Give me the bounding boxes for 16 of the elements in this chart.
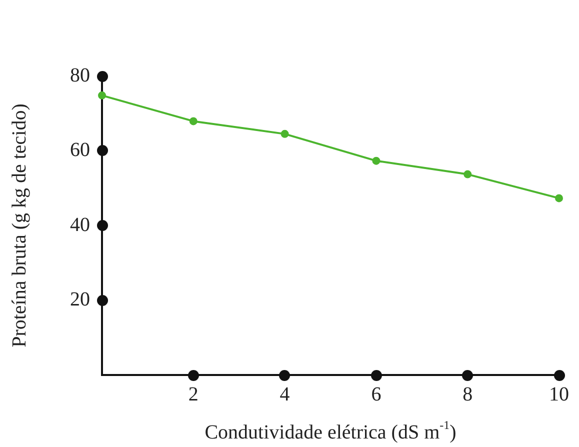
y-tick-label: 20 (70, 288, 90, 310)
x-tick-label: 8 (462, 383, 473, 406)
y-tick-label: 80 (70, 64, 90, 86)
y-axis-title: Proteína bruta (g kg de tecido) (8, 104, 30, 348)
point (189, 117, 198, 126)
y-tick-label: 60 (70, 139, 90, 161)
y-tick-label: 40 (70, 214, 90, 236)
point (372, 156, 380, 165)
point (280, 130, 289, 138)
x-tick-label: 4 (280, 383, 290, 406)
point (464, 170, 472, 178)
x-tick-label: 6 (371, 383, 382, 406)
x-tick-label: 2 (188, 383, 198, 406)
point (555, 194, 563, 202)
point (98, 91, 106, 100)
x-tick-label: 10 (549, 383, 569, 406)
